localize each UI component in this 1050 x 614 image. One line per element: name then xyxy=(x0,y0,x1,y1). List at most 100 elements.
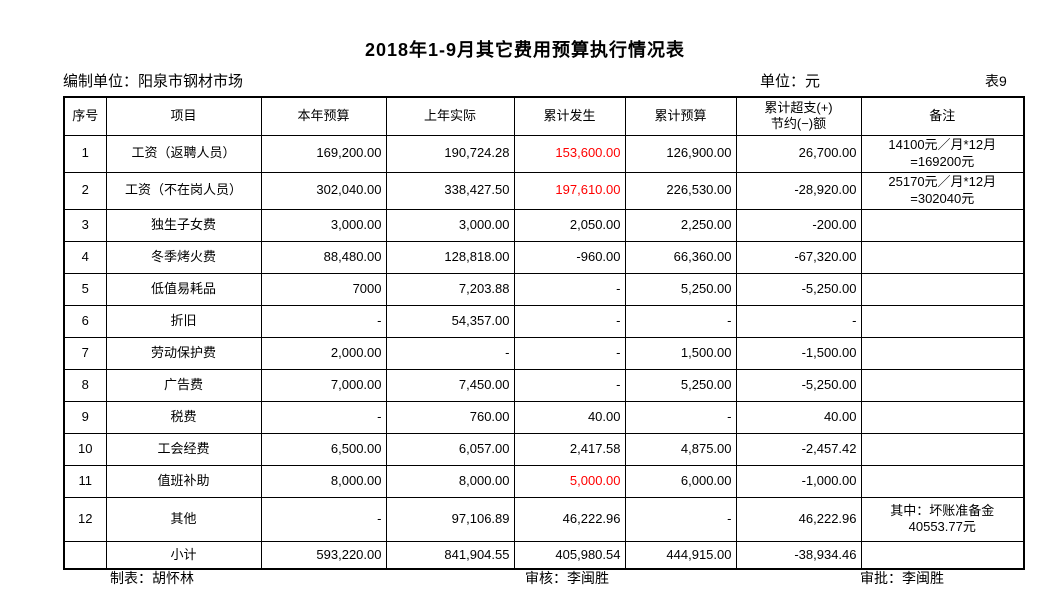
cell-cumulative-actual: 40.00 xyxy=(513,400,626,434)
cell-last-year-actual: 8,000.00 xyxy=(385,464,515,498)
cell-item: 值班补助 xyxy=(105,464,262,498)
cell-cumulative-budget: - xyxy=(624,496,737,542)
cell-remark xyxy=(860,540,1025,570)
cell-last-year-actual: 3,000.00 xyxy=(385,208,515,242)
table-row: 2 工资（不在岗人员） 302,040.00 338,427.50 197,610.00… xyxy=(63,171,1025,210)
cell-remark: 14100元／月*12月 =169200元 xyxy=(860,134,1025,173)
cell-annual-budget: 302,040.00 xyxy=(260,171,387,210)
cell-variance: -2,457.42 xyxy=(735,432,862,466)
cell-remark xyxy=(860,400,1025,434)
cell-cumulative-actual: 2,050.00 xyxy=(513,208,626,242)
header-item: 项目 xyxy=(105,96,262,136)
signature-footer: 制表：胡怀林 审核：李闽胜 审批：李闽胜 xyxy=(0,568,1050,590)
cell-variance: -38,934.46 xyxy=(735,540,862,570)
cell-annual-budget: 169,200.00 xyxy=(260,134,387,173)
table-row: 8 广告费 7,000.00 7,450.00-5,250.00 -5,250.00 xyxy=(63,368,1025,402)
cell-remark xyxy=(860,336,1025,370)
header-remark: 备注 xyxy=(860,96,1025,136)
cell-last-year-actual: 6,057.00 xyxy=(385,432,515,466)
cell-remark: 25170元／月*12月 =302040元 xyxy=(860,171,1025,210)
cell-variance: -5,250.00 xyxy=(735,272,862,306)
cell-cumulative-budget: 226,530.00 xyxy=(624,171,737,210)
cell-item: 工会经费 xyxy=(105,432,262,466)
cell-cumulative-actual: - xyxy=(513,304,626,338)
header-cumulative-budget: 累计预算 xyxy=(624,96,737,136)
cell-last-year-actual: 841,904.55 xyxy=(385,540,515,570)
table-row: 12 其他 -97,106.89 46,222.96-46,222.96 其中：坏账准备… xyxy=(63,496,1025,542)
header-no: 序号 xyxy=(63,96,107,136)
cell-last-year-actual: 7,203.88 xyxy=(385,272,515,306)
cell-cumulative-budget: 5,250.00 xyxy=(624,272,737,306)
table-row: 7 劳动保护费 2,000.00- -1,500.00 -1,500.00 xyxy=(63,336,1025,370)
cell-last-year-actual: 190,724.28 xyxy=(385,134,515,173)
cell-remark xyxy=(860,208,1025,242)
approved-by-signature: 审批：李闽胜 xyxy=(860,570,944,586)
cell-item: 低值易耗品 xyxy=(105,272,262,306)
header-cumulative-actual: 累计发生 xyxy=(513,96,626,136)
prepared-by-unit-label: 编制单位：阳泉市钢材市场 xyxy=(63,73,244,90)
cell-cumulative-budget: 2,250.00 xyxy=(624,208,737,242)
cell-annual-budget: 7000 xyxy=(260,272,387,306)
header-annual-budget: 本年预算 xyxy=(260,96,387,136)
cell-last-year-actual: 760.00 xyxy=(385,400,515,434)
currency-unit-label: 单位：元 xyxy=(760,73,821,90)
header-last-year-actual: 上年实际 xyxy=(385,96,515,136)
cell-annual-budget: - xyxy=(260,400,387,434)
cell-remark xyxy=(860,464,1025,498)
table-header: 序号 项目 本年预算 上年实际 累计发生 累计预算 累计超支(+) 节约(−)额… xyxy=(63,96,1025,136)
cell-item: 税费 xyxy=(105,400,262,434)
cell-cumulative-budget: 1,500.00 xyxy=(624,336,737,370)
table-row: 3 独生子女费 3,000.00 3,000.00 2,050.00 2,250.00 -2… xyxy=(63,208,1025,242)
cell-cumulative-actual: 46,222.96 xyxy=(513,496,626,542)
cell-variance: 40.00 xyxy=(735,400,862,434)
cell-item: 独生子女费 xyxy=(105,208,262,242)
cell-item: 小计 xyxy=(105,540,262,570)
cell-cumulative-actual: - xyxy=(513,336,626,370)
cell-cumulative-budget: - xyxy=(624,400,737,434)
reviewed-by-signature: 审核：李闽胜 xyxy=(525,570,609,586)
cell-variance: -200.00 xyxy=(735,208,862,242)
cell-no: 7 xyxy=(63,336,107,370)
cell-last-year-actual: - xyxy=(385,336,515,370)
cell-cumulative-budget: 4,875.00 xyxy=(624,432,737,466)
cell-cumulative-actual: 5,000.00 xyxy=(513,464,626,498)
cell-last-year-actual: 128,818.00 xyxy=(385,240,515,274)
cell-annual-budget: - xyxy=(260,304,387,338)
cell-cumulative-actual: 197,610.00 xyxy=(513,171,626,210)
cell-remark xyxy=(860,432,1025,466)
cell-cumulative-actual: - xyxy=(513,272,626,306)
cell-item: 工资（返聘人员） xyxy=(105,134,262,173)
cell-no: 12 xyxy=(63,496,107,542)
cell-cumulative-budget: - xyxy=(624,304,737,338)
cell-annual-budget: 8,000.00 xyxy=(260,464,387,498)
prepared-by-signature: 制表：胡怀林 xyxy=(110,570,194,586)
header-row: 序号 项目 本年预算 上年实际 累计发生 累计预算 累计超支(+) 节约(−)额… xyxy=(63,96,1025,136)
cell-variance: -67,320.00 xyxy=(735,240,862,274)
table-body: 1 工资（返聘人员） 169,200.00 190,724.28 153,600.00 1… xyxy=(63,134,1025,570)
cell-annual-budget: 593,220.00 xyxy=(260,540,387,570)
table-row: 1 工资（返聘人员） 169,200.00 190,724.28 153,600.00 1… xyxy=(63,134,1025,173)
cell-item: 其他 xyxy=(105,496,262,542)
table-row: 6 折旧 -54,357.00- - - xyxy=(63,304,1025,338)
cell-variance: -1,000.00 xyxy=(735,464,862,498)
cell-last-year-actual: 338,427.50 xyxy=(385,171,515,210)
cell-no: 2 xyxy=(63,171,107,210)
cell-remark xyxy=(860,368,1025,402)
budget-table: 序号 项目 本年预算 上年实际 累计发生 累计预算 累计超支(+) 节约(−)额… xyxy=(63,96,1025,570)
cell-annual-budget: 3,000.00 xyxy=(260,208,387,242)
cell-annual-budget: 2,000.00 xyxy=(260,336,387,370)
cell-variance: -28,920.00 xyxy=(735,171,862,210)
cell-last-year-actual: 54,357.00 xyxy=(385,304,515,338)
cell-item: 广告费 xyxy=(105,368,262,402)
cell-item: 冬季烤火费 xyxy=(105,240,262,274)
cell-item: 工资（不在岗人员） xyxy=(105,171,262,210)
cell-item: 劳动保护费 xyxy=(105,336,262,370)
cell-remark xyxy=(860,240,1025,274)
table-row: 11 值班补助 8,000.00 8,000.00 5,000.00 6,000.00 -1… xyxy=(63,464,1025,498)
cell-last-year-actual: 97,106.89 xyxy=(385,496,515,542)
cell-remark xyxy=(860,304,1025,338)
cell-variance: -1,500.00 xyxy=(735,336,862,370)
cell-annual-budget: 7,000.00 xyxy=(260,368,387,402)
header-variance: 累计超支(+) 节约(−)额 xyxy=(735,96,862,136)
